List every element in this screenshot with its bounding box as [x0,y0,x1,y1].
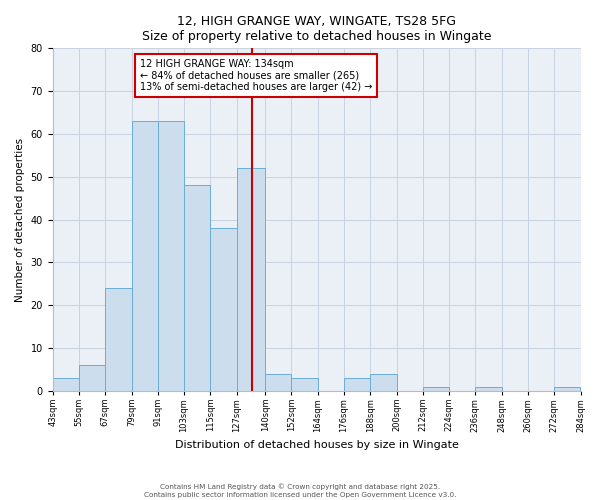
Bar [475,386,502,391]
Bar [105,288,131,391]
Bar [131,121,158,391]
Bar [184,186,211,391]
Bar [370,374,397,391]
Bar [158,121,184,391]
Bar [554,386,580,391]
Y-axis label: Number of detached properties: Number of detached properties [15,138,25,302]
Bar [211,228,236,391]
Bar [292,378,317,391]
Text: 12 HIGH GRANGE WAY: 134sqm
← 84% of detached houses are smaller (265)
13% of sem: 12 HIGH GRANGE WAY: 134sqm ← 84% of deta… [140,58,372,92]
Title: 12, HIGH GRANGE WAY, WINGATE, TS28 5FG
Size of property relative to detached hou: 12, HIGH GRANGE WAY, WINGATE, TS28 5FG S… [142,15,491,43]
Text: Contains HM Land Registry data © Crown copyright and database right 2025.
Contai: Contains HM Land Registry data © Crown c… [144,484,456,498]
Bar [236,168,265,391]
Bar [79,365,105,391]
Bar [53,378,79,391]
Bar [265,374,292,391]
Bar [423,386,449,391]
Bar [344,378,370,391]
X-axis label: Distribution of detached houses by size in Wingate: Distribution of detached houses by size … [175,440,458,450]
